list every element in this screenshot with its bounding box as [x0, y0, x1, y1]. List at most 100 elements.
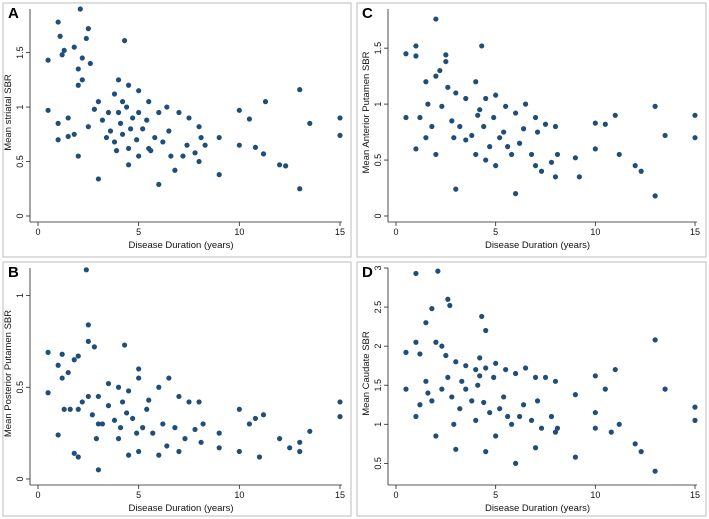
y-tick-label: 0.5 — [373, 154, 383, 167]
data-point — [608, 429, 614, 435]
x-axis-title: Disease Duration (years) — [128, 240, 233, 251]
data-point — [548, 159, 555, 165]
data-point — [126, 82, 132, 88]
data-point — [136, 153, 142, 159]
data-point — [134, 430, 140, 436]
data-point — [45, 390, 51, 396]
data-point — [115, 77, 122, 83]
data-point — [216, 134, 222, 141]
data-point — [85, 393, 91, 400]
data-point — [493, 92, 499, 98]
data-point — [246, 116, 252, 122]
data-point — [632, 163, 638, 169]
data-point — [445, 374, 451, 381]
panel-letter: A — [8, 5, 19, 22]
data-point — [481, 399, 487, 406]
y-axis-title: Mean striatal SBR — [3, 74, 14, 151]
data-point — [483, 365, 489, 371]
data-point — [196, 124, 202, 130]
y-axis-title: Mean Posterior Putamen SBR — [3, 310, 14, 437]
y-tick-label: 2 — [373, 344, 383, 349]
data-point — [111, 417, 118, 423]
data-point — [433, 16, 439, 22]
data-point — [156, 452, 162, 458]
data-point — [196, 158, 202, 165]
data-point — [79, 77, 85, 83]
data-point — [105, 403, 112, 409]
data-point — [57, 33, 63, 39]
data-point — [337, 414, 343, 420]
data-point — [548, 413, 555, 420]
data-point — [71, 450, 77, 456]
data-point — [429, 123, 435, 130]
data-point — [262, 99, 269, 105]
data-point — [447, 302, 453, 309]
data-point — [95, 176, 101, 182]
data-point — [602, 386, 608, 392]
data-point — [429, 306, 435, 312]
data-point — [252, 415, 259, 422]
data-point — [166, 375, 172, 381]
x-tick-label: 10 — [234, 227, 244, 237]
data-point — [236, 142, 242, 148]
data-point — [99, 117, 106, 123]
x-tick-label: 5 — [136, 227, 141, 237]
data-point — [146, 397, 152, 403]
data-point — [493, 163, 499, 169]
data-point — [198, 134, 204, 141]
data-point — [148, 148, 154, 154]
data-point — [95, 421, 101, 427]
data-point — [433, 151, 439, 158]
data-point — [113, 148, 120, 154]
x-tick-label: 0 — [35, 490, 40, 500]
data-point — [554, 425, 561, 431]
data-point — [616, 421, 622, 427]
data-point — [61, 406, 67, 412]
data-point — [592, 425, 598, 431]
data-point — [532, 445, 539, 451]
data-point — [403, 114, 409, 121]
data-point — [483, 157, 489, 163]
data-point — [216, 430, 222, 436]
data-point — [119, 399, 126, 405]
data-point — [463, 386, 469, 392]
data-point — [439, 103, 445, 109]
data-point — [445, 84, 451, 90]
data-point — [503, 103, 509, 109]
data-point — [528, 417, 535, 423]
data-point — [236, 406, 242, 412]
data-point — [572, 392, 579, 398]
data-point — [505, 144, 511, 150]
data-point — [449, 394, 455, 400]
data-point — [473, 79, 479, 85]
data-point — [403, 51, 409, 57]
data-point — [121, 37, 128, 44]
data-point — [85, 338, 91, 344]
x-axis-title: Disease Duration (years) — [485, 240, 590, 251]
data-point — [136, 88, 142, 94]
data-point — [71, 131, 77, 137]
data-point — [77, 6, 83, 12]
data-point — [119, 99, 126, 105]
x-tick-label: 0 — [393, 490, 398, 500]
data-point — [475, 112, 481, 118]
data-point — [463, 363, 469, 369]
data-point — [501, 129, 507, 135]
x-tick-label: 15 — [335, 490, 345, 500]
data-point — [437, 67, 443, 74]
data-point — [156, 181, 162, 188]
data-point — [59, 351, 65, 357]
data-point — [307, 428, 313, 434]
data-point — [692, 135, 698, 141]
data-point — [186, 399, 192, 405]
x-tick-label: 0 — [35, 227, 40, 237]
data-point — [216, 172, 222, 178]
data-point — [443, 52, 449, 58]
data-point — [123, 410, 130, 416]
data-point — [542, 374, 549, 381]
data-point — [429, 398, 435, 404]
data-point — [130, 415, 136, 422]
data-point — [91, 344, 97, 350]
data-point — [297, 186, 303, 192]
data-point — [196, 399, 202, 405]
